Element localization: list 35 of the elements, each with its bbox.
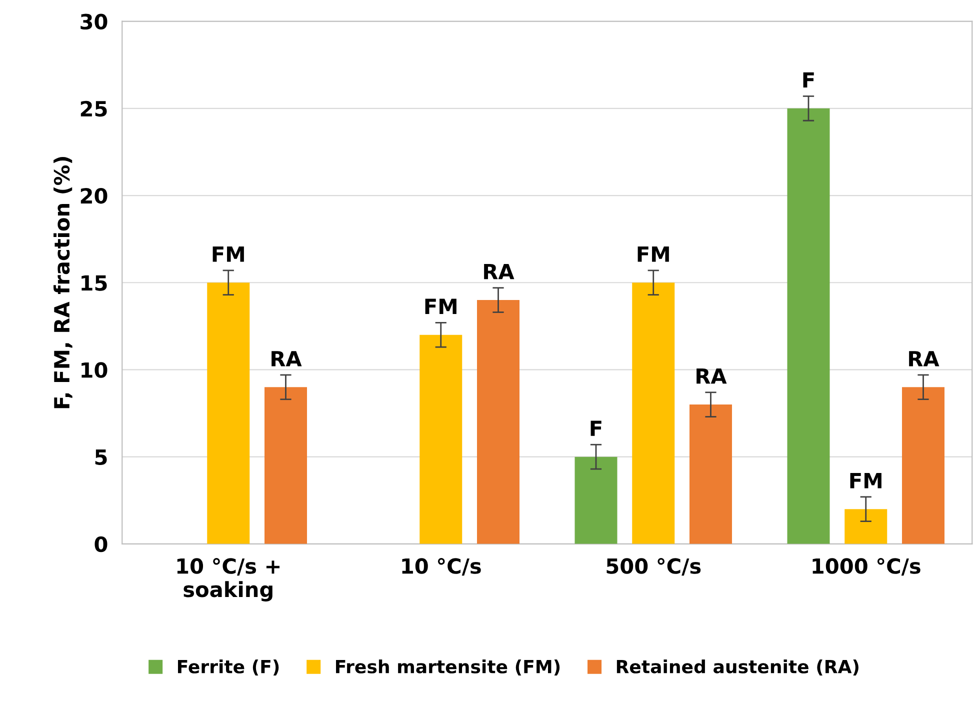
y-tick-label: 25 — [80, 100, 107, 117]
y-axis-title: F, FM, RA fraction (%) — [54, 157, 72, 408]
data-label: FM — [850, 473, 882, 488]
bar — [476, 300, 520, 544]
data-label: FM — [638, 246, 669, 262]
bar — [420, 334, 462, 544]
bar — [902, 387, 944, 544]
y-tick-label: 30 — [80, 14, 108, 30]
legend-label: Ferrite (F) — [178, 659, 279, 676]
y-tick-label: 20 — [80, 188, 108, 204]
bar — [632, 282, 675, 544]
data-label: F — [803, 72, 814, 88]
data-label: FM — [212, 246, 244, 262]
y-tick-label: 0 — [94, 536, 108, 552]
bar — [264, 387, 307, 544]
y-tick-label: 5 — [95, 450, 107, 466]
data-label: RA — [272, 351, 302, 366]
bar — [844, 509, 888, 544]
data-label: F — [590, 420, 602, 436]
bar — [689, 404, 732, 544]
x-tick-label: 500 °C/s — [606, 558, 701, 576]
legend-label: Retained austenite (RA) — [616, 659, 858, 676]
legend-label: Fresh martensite (FM) — [336, 659, 560, 676]
x-tick-label: 1000 °C/s — [812, 558, 920, 576]
data-label: RA — [696, 368, 727, 384]
bar — [574, 456, 618, 544]
data-label: RA — [484, 264, 514, 280]
x-tick-label: 10 °C/s + soaking — [177, 558, 280, 602]
y-tick-label: 10 — [82, 362, 108, 378]
data-label: FM — [425, 298, 456, 314]
data-label: RA — [909, 351, 940, 366]
bar — [207, 282, 250, 544]
x-tick-label: 10 °C/s — [402, 558, 481, 576]
bar — [787, 108, 830, 544]
y-tick-label: 15 — [82, 275, 107, 291]
